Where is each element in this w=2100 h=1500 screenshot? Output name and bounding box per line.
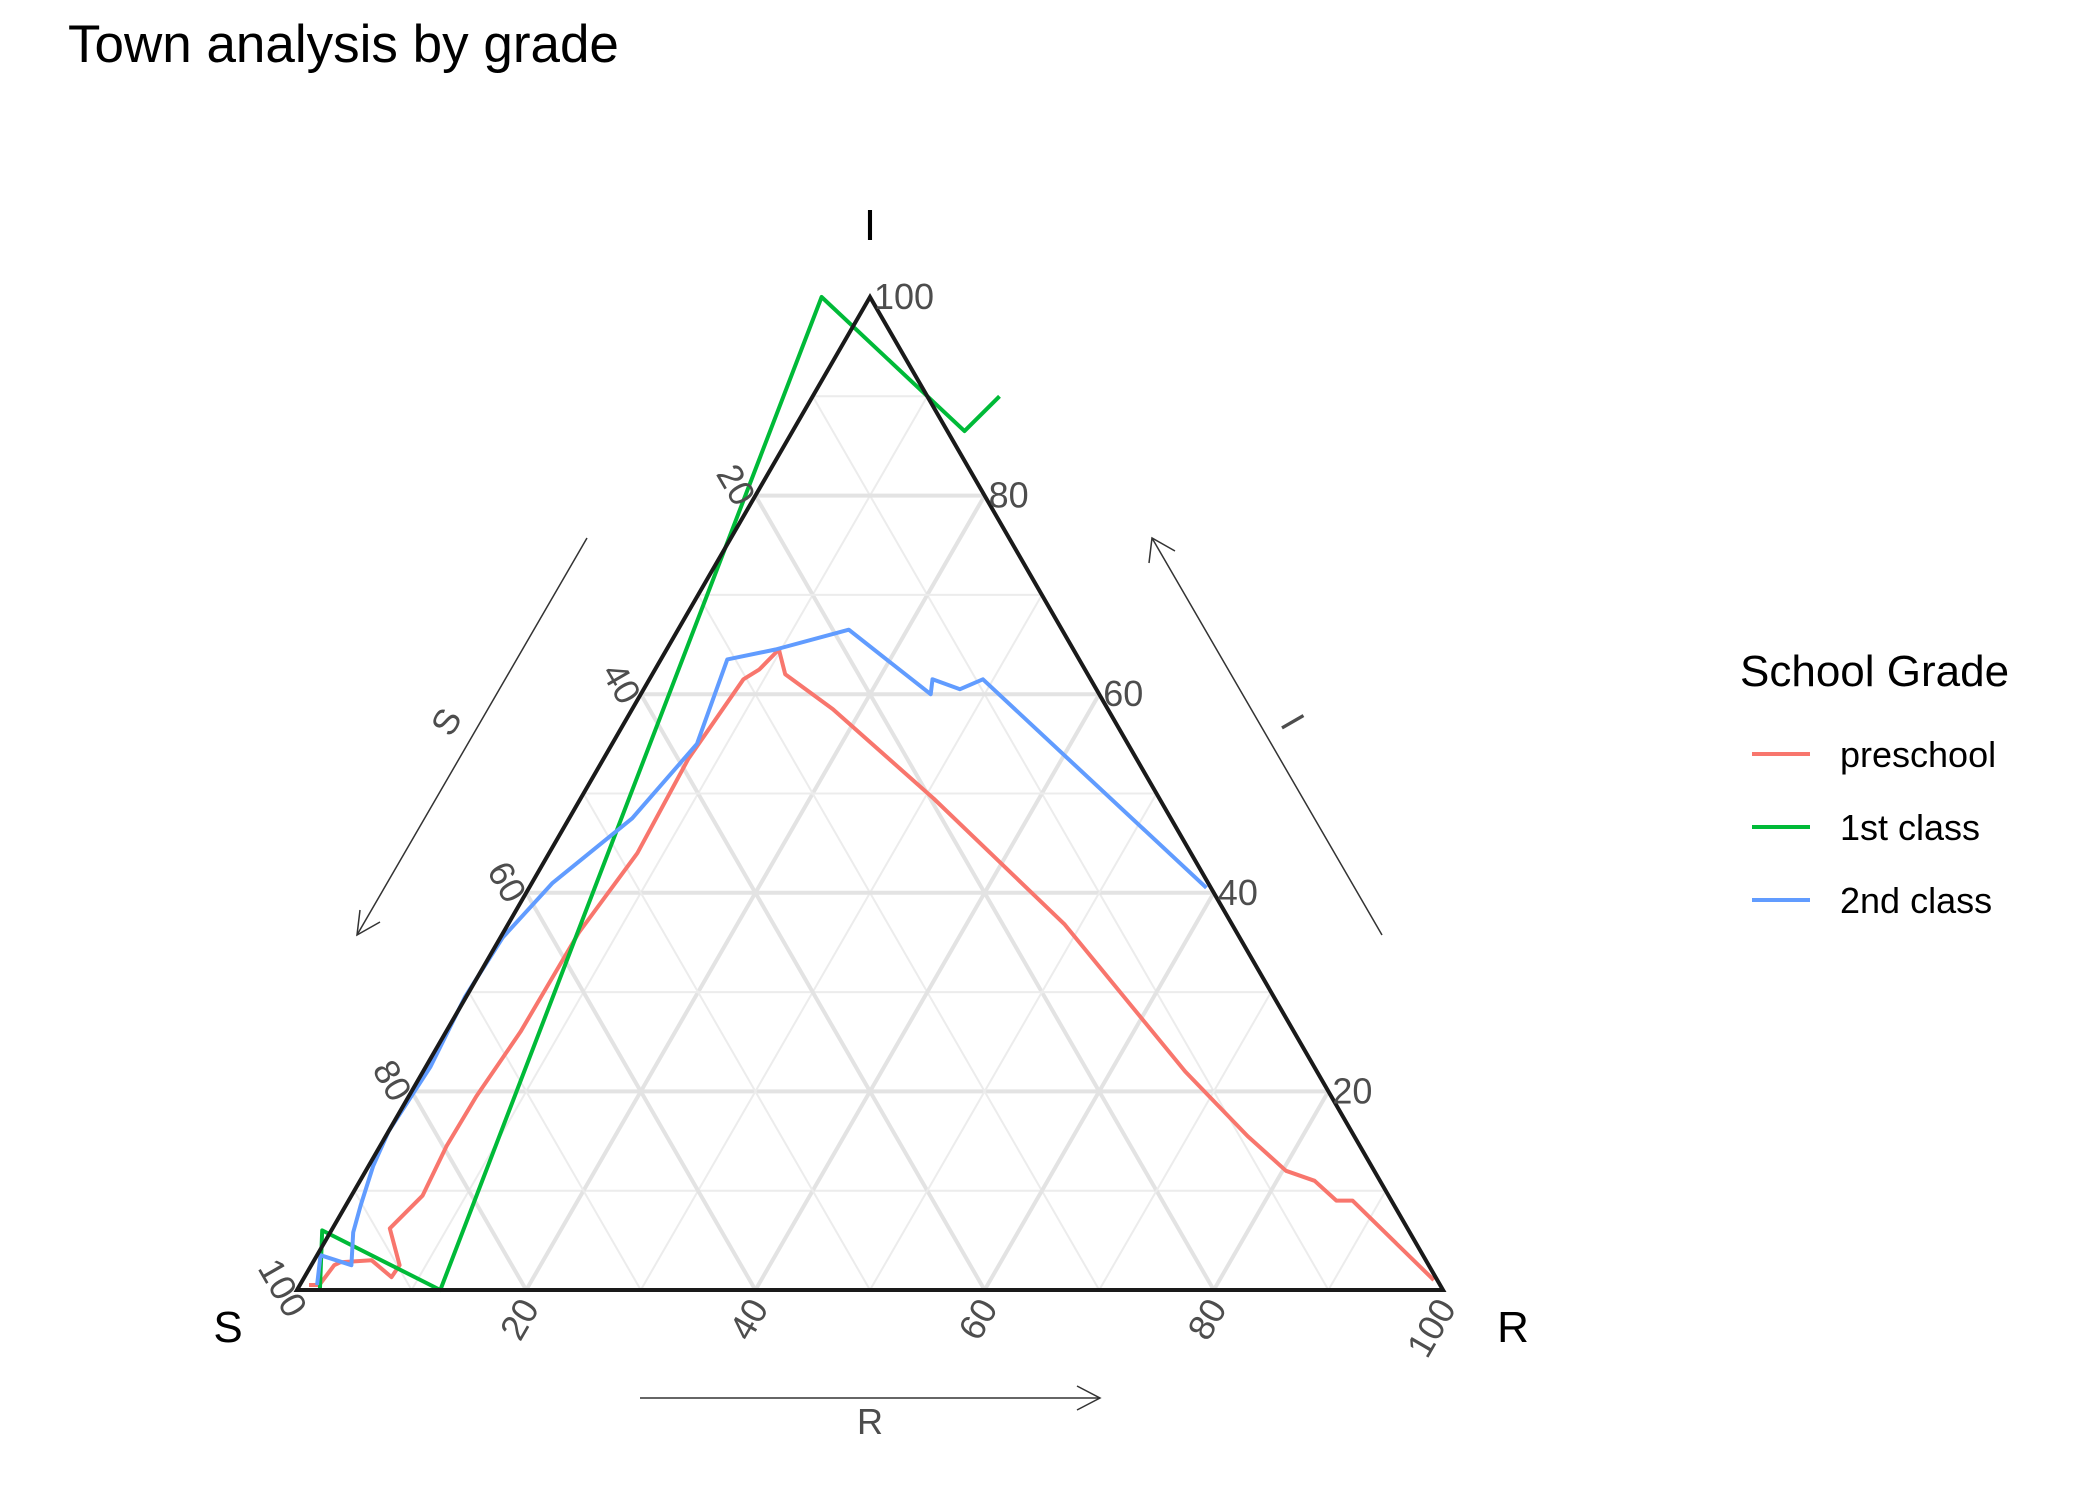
tick-label-r: 20 [492,1292,548,1347]
chart-title: Town analysis by grade [68,15,619,74]
tick-label-i: 40 [1218,872,1258,913]
grid-line-s [409,1090,528,1291]
tick-label-s: 60 [479,854,535,909]
grid-line-r [1098,991,1272,1291]
grid-line-s [811,395,1330,1291]
tick-label-r: 80 [1179,1292,1235,1347]
tick-label-r: 100 [1398,1292,1464,1365]
arrow-label-s: S [422,701,470,742]
grid-line-s [468,991,642,1291]
tick-label-i: 60 [1103,673,1143,714]
arrow-label-r: R [857,1401,883,1442]
series-lines [309,295,1436,1292]
apex-label-right: R [1497,1303,1529,1352]
tick-label-r: 60 [950,1292,1006,1347]
grid-line-s [582,793,871,1291]
series-line-2nd-class [315,627,1208,1286]
arrow-i: I [1148,536,1383,936]
legend-title: School Grade [1740,647,2009,696]
apex-label-left: S [213,1303,242,1352]
series-line-preschool [309,647,1436,1287]
series-line-1st-class [317,295,1001,1292]
legend-label: 1st class [1840,807,1980,848]
grid-line-r [1212,1090,1331,1291]
grid-line-s [697,594,1101,1291]
grid-line-r [410,395,929,1291]
tick-label-i: 80 [989,475,1029,516]
grid [353,395,1387,1291]
arrow-s: S [356,537,588,937]
tick-label-i: 20 [1332,1070,1372,1111]
tick-label-r: 40 [721,1292,777,1347]
arrow-label-i: I [1273,707,1314,736]
grid-line-r [982,891,1216,1291]
triangle-frame [293,292,1447,1292]
legend-label: 2nd class [1840,880,1992,921]
grid-line-s [353,1190,413,1291]
tick-label-s: 80 [365,1053,421,1108]
grid-line-r [869,793,1158,1291]
grid-line-r [1327,1190,1387,1291]
arrow-r: R [640,1385,1102,1442]
legend-items: preschool 1st class 2nd class [1752,734,1996,921]
tick-label-s: 40 [594,656,650,711]
apex-label-top: I [864,201,876,250]
tick-label-i: 100 [874,276,934,317]
tick-label-s: 100 [250,1252,316,1325]
legend-label: preschool [1840,734,1996,775]
grid-line-r [639,594,1043,1291]
legend: School Grade preschool 1st class 2nd class [1740,647,2009,921]
